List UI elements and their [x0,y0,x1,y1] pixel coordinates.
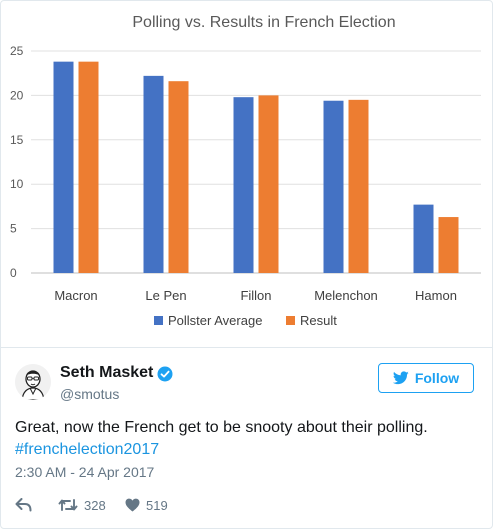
tweet-body: Great, now the French get to be snooty a… [15,419,428,436]
bar-melenchon-poll [323,100,344,273]
hashtag-link[interactable]: #frenchelection2017 [15,441,160,458]
bar-macron-result [78,61,99,273]
bar-chart: Polling vs. Results in French Election 0 5… [10,14,481,328]
author-name[interactable]: Seth Masket [60,364,154,381]
y-tick-label: 20 [10,88,24,102]
bar-melenchon-result [348,99,369,273]
divider [1,347,492,348]
bar-fillon-result [258,95,279,274]
like-count: 519 [146,497,168,513]
retweet-icon [58,499,78,511]
legend-label: Result [300,313,337,328]
like-button[interactable]: 519 [125,498,168,513]
chart-title: Polling vs. Results in French Election [132,14,395,31]
tweet-text: Great, now the French get to be snooty a… [15,417,485,461]
tweet-timestamp[interactable]: 2:30 AM - 24 Apr 2017 [15,464,155,480]
follow-button[interactable]: Follow [378,363,474,393]
avatar-portrait-icon [15,364,51,400]
y-tick-label: 15 [10,133,24,147]
y-tick-label: 25 [10,44,24,58]
bar-le-pen-poll [143,75,164,273]
bar-fillon-poll [233,97,254,274]
twitter-bird-icon [392,371,409,385]
follow-label: Follow [414,370,460,386]
x-tick-label: Macron [54,288,97,303]
tweet-actions: 328 519 [15,495,168,515]
bar-hamon-result [438,217,459,273]
reply-button[interactable] [15,498,58,512]
bar-hamon-poll [413,204,434,273]
x-tick-label: Hamon [415,288,457,303]
retweet-button[interactable]: 328 [58,498,125,513]
avatar[interactable] [15,364,51,400]
verified-badge-icon [157,366,173,382]
x-tick-label: Melenchon [314,288,378,303]
y-tick-label: 0 [10,266,17,280]
legend-swatch [286,316,295,325]
y-tick-label: 10 [10,177,24,191]
legend-label: Pollster Average [168,313,262,328]
heart-icon [125,498,140,512]
x-tick-label: Le Pen [145,288,186,303]
reply-icon [15,498,32,512]
author-handle[interactable]: @smotus [60,386,120,402]
legend-swatch [154,316,163,325]
retweet-count: 328 [84,497,106,513]
y-tick-label: 5 [10,222,17,236]
bar-le-pen-result [168,81,189,273]
bar-macron-poll [53,61,74,273]
x-tick-label: Fillon [240,288,271,303]
chart-image[interactable]: Polling vs. Results in French Election 0 5… [1,1,492,347]
